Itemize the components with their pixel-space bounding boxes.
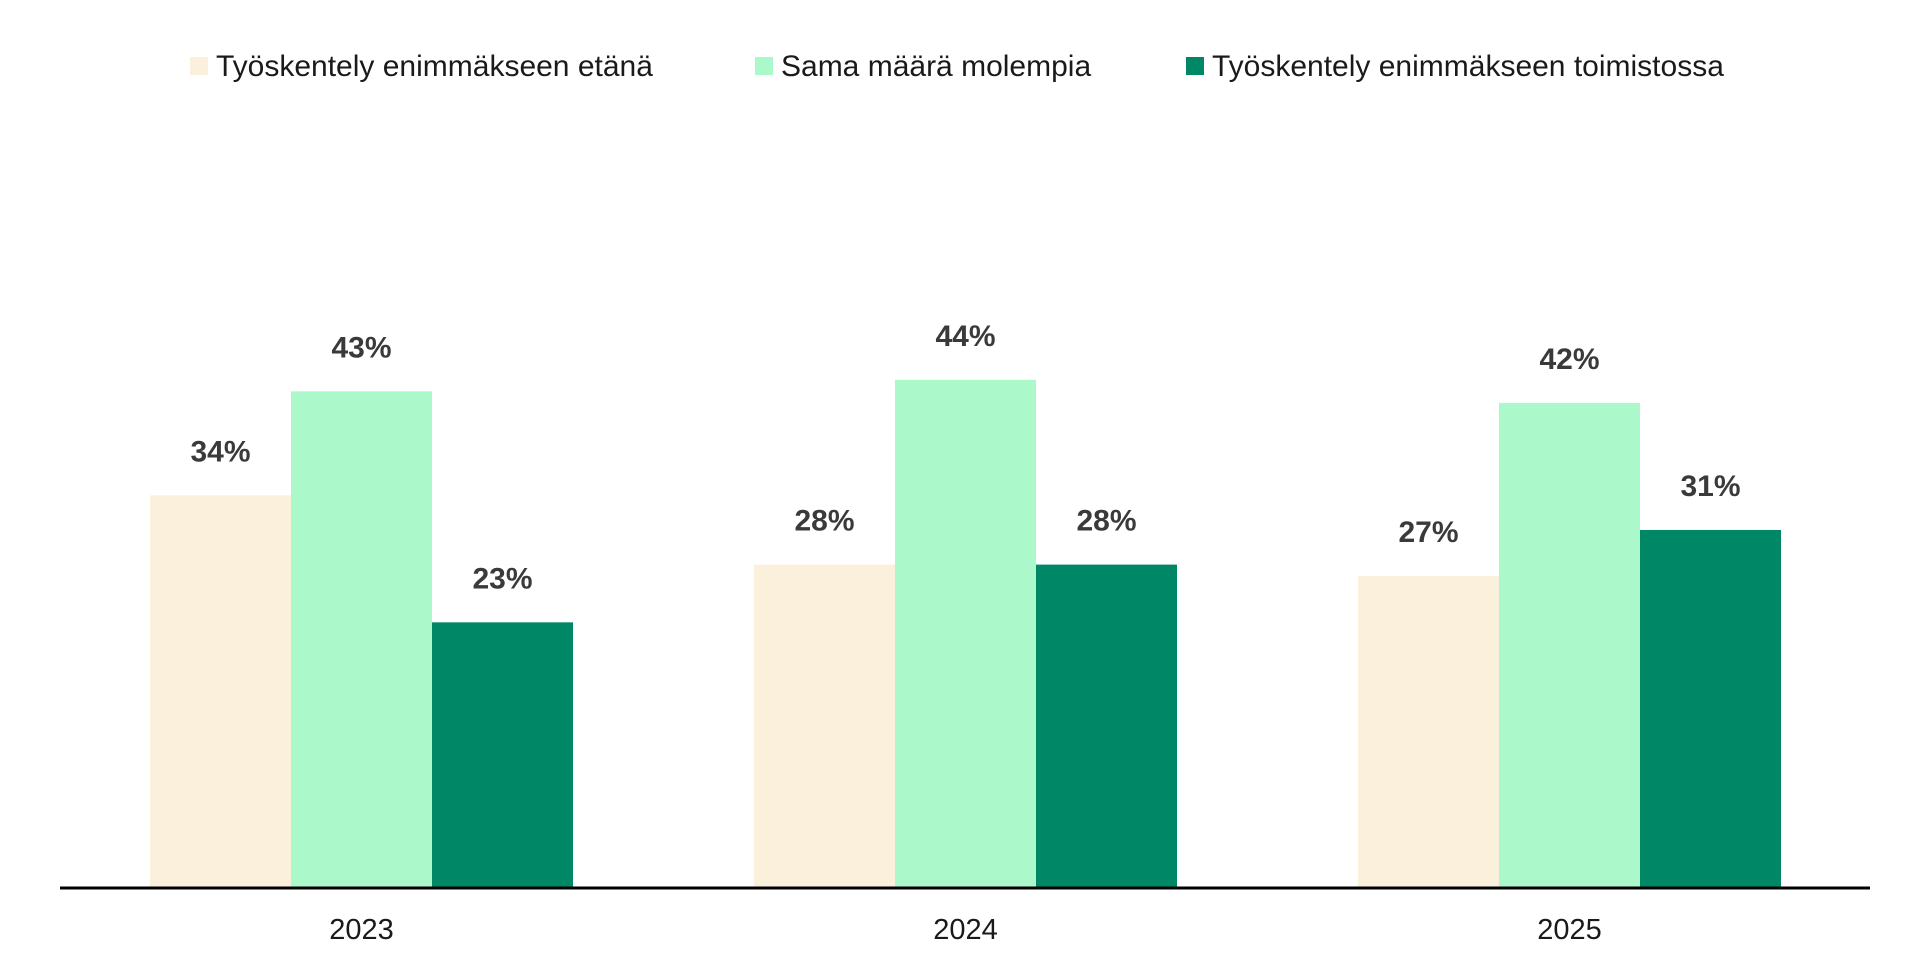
bar-remote-2025 [1358, 576, 1499, 888]
bar-office-2024 [1036, 564, 1177, 888]
legend-item-remote: Työskentely enimmäkseen etänä [190, 50, 653, 83]
legend-item-both: Sama määrä molempia [755, 50, 1091, 83]
legend-item-office: Työskentely enimmäkseen toimistossa [1186, 50, 1724, 83]
legend-label-both: Sama määrä molempia [781, 50, 1091, 83]
bar-remote-2024 [754, 564, 895, 888]
legend-swatch-office [1186, 57, 1204, 75]
value-label-office-2025: 31% [1680, 470, 1740, 503]
x-tick-label-2025: 2025 [1537, 914, 1602, 946]
x-axis-tick-labels: 2023 2024 2025 [329, 914, 1602, 946]
chart-legend: Työskentely enimmäkseen etänä Sama määrä… [190, 50, 1724, 83]
value-label-remote-2025: 27% [1398, 516, 1458, 549]
bar-both-2025 [1499, 402, 1640, 888]
value-label-remote-2023: 34% [190, 435, 250, 468]
plot-area: 34% 43% 23% 28% 44% 28% 27% 42% 31% [150, 320, 1781, 888]
value-label-office-2024: 28% [1076, 505, 1136, 538]
bar-both-2023 [291, 391, 432, 888]
legend-label-remote: Työskentely enimmäkseen etänä [216, 50, 653, 83]
legend-swatch-remote [190, 57, 208, 75]
value-label-office-2023: 23% [472, 562, 532, 595]
x-tick-label-2023: 2023 [329, 914, 394, 946]
legend-swatch-both [755, 57, 773, 75]
bar-office-2025 [1640, 529, 1781, 888]
value-label-both-2023: 43% [331, 331, 391, 364]
bar-office-2023 [432, 622, 573, 888]
value-label-both-2024: 44% [935, 320, 995, 353]
bar-both-2024 [895, 379, 1036, 888]
value-label-both-2025: 42% [1539, 343, 1599, 376]
x-tick-label-2024: 2024 [933, 914, 998, 946]
value-label-remote-2024: 28% [794, 505, 854, 538]
bar-remote-2023 [150, 495, 291, 888]
legend-label-office: Työskentely enimmäkseen toimistossa [1212, 50, 1724, 83]
